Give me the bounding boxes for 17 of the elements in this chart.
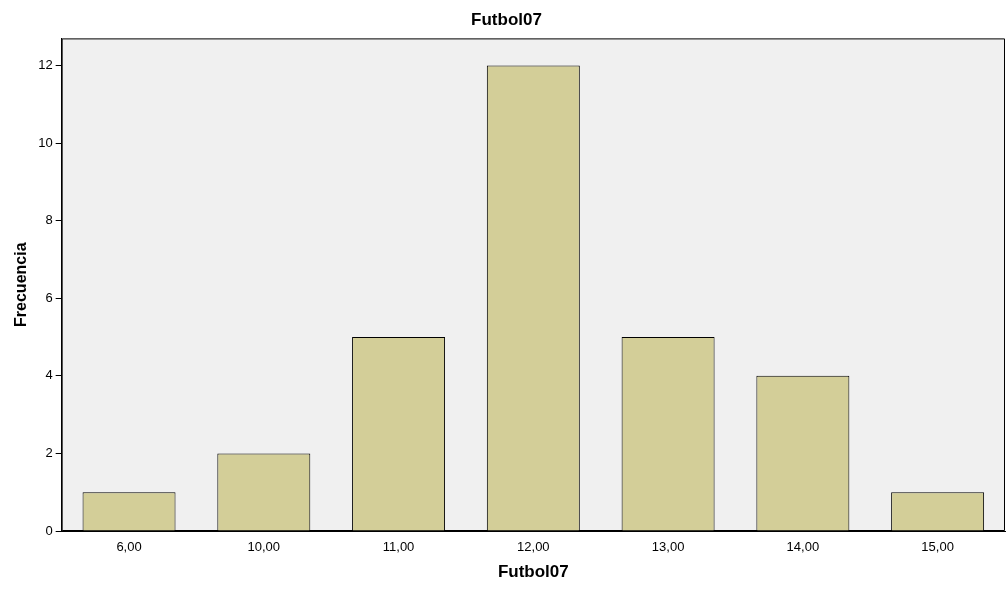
y-tick-label: 10 xyxy=(38,134,53,150)
x-tick-label: 15,00 xyxy=(921,539,954,555)
y-tick-label: 12 xyxy=(38,57,53,73)
x-tick-label: 10,00 xyxy=(247,539,281,555)
y-axis-title: Frecuencia xyxy=(12,242,30,327)
x-tick-label: 13,00 xyxy=(651,539,685,555)
y-tick-label: 6 xyxy=(45,289,53,305)
y-tick-label: 0 xyxy=(45,522,53,538)
x-axis-title: Futbol07 xyxy=(497,562,569,582)
x-tick-label: 11,00 xyxy=(382,539,415,555)
x-tick-label: 12,00 xyxy=(517,539,550,555)
x-tick-label: 6,00 xyxy=(116,539,142,555)
y-tick-label: 2 xyxy=(45,445,53,460)
x-tick-label: 14,00 xyxy=(786,539,820,555)
y-tick-label: 4 xyxy=(45,367,53,383)
y-tick-label: 8 xyxy=(45,212,53,228)
chart-title: Futbol07 xyxy=(471,9,542,29)
